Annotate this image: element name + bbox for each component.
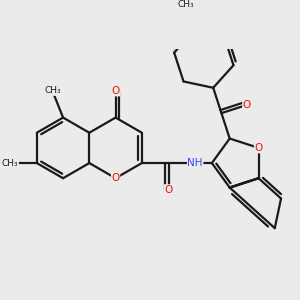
Text: O: O: [243, 100, 251, 110]
Text: CH₃: CH₃: [178, 0, 194, 9]
Text: CH₃: CH₃: [44, 86, 61, 95]
Text: O: O: [254, 143, 263, 153]
Text: CH₃: CH₃: [2, 159, 18, 168]
Text: O: O: [164, 185, 172, 195]
Text: O: O: [111, 173, 120, 183]
Text: O: O: [111, 86, 120, 96]
Text: NH: NH: [188, 158, 203, 168]
